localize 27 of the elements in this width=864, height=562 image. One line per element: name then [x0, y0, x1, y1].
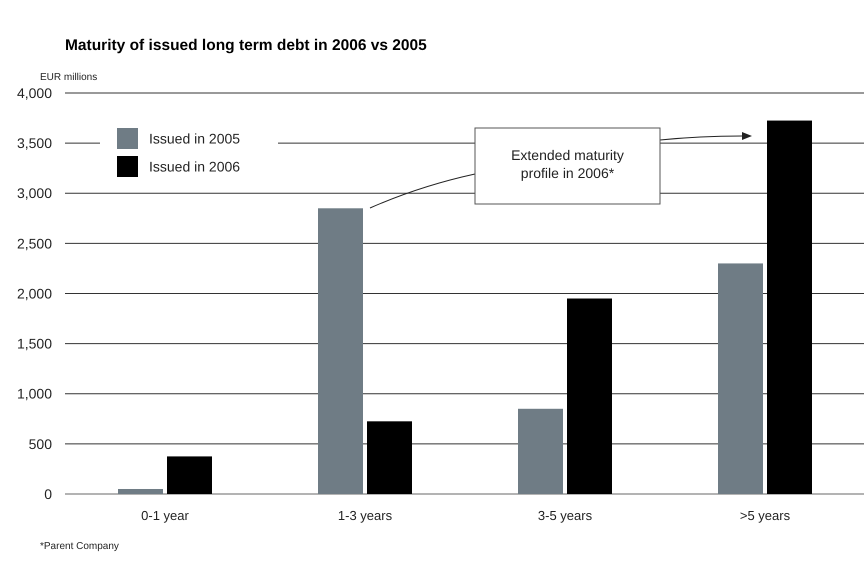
y-tick-label: 2,500 [16, 235, 52, 252]
y-tick-label: 2,000 [16, 285, 52, 302]
legend-label: Issued in 2006 [149, 158, 240, 174]
bar [167, 456, 212, 494]
y-tick-label: 500 [28, 436, 52, 452]
legend-label: Issued in 2005 [149, 130, 240, 146]
y-axis-title: EUR millions [40, 72, 98, 83]
y-tick-label: 1,000 [16, 386, 52, 402]
y-tick-label: 4,000 [16, 84, 52, 101]
bar [567, 298, 612, 494]
x-tick-label: 1-3 years [338, 508, 393, 523]
bar [367, 421, 412, 494]
bar [118, 488, 163, 494]
bar [518, 408, 563, 494]
y-tick-label: 0 [44, 486, 52, 502]
y-tick-label: 3,500 [16, 135, 52, 152]
y-tick-label: 1,500 [16, 336, 52, 352]
annotation: Extended maturity profile in 2006* [511, 147, 624, 181]
bar [318, 208, 363, 494]
x-tick-label: >5 years [740, 508, 791, 523]
text: *Parent Company [40, 541, 119, 552]
y-tick-label: 3,000 [16, 185, 52, 202]
bar [767, 120, 812, 494]
x-tick-label: 3-5 years [538, 508, 593, 523]
chart-title: Maturity of issued long term debt in 2006 vs 2005 [65, 37, 428, 54]
bar [718, 263, 763, 494]
x-tick-label: 0-1 year [141, 508, 190, 523]
